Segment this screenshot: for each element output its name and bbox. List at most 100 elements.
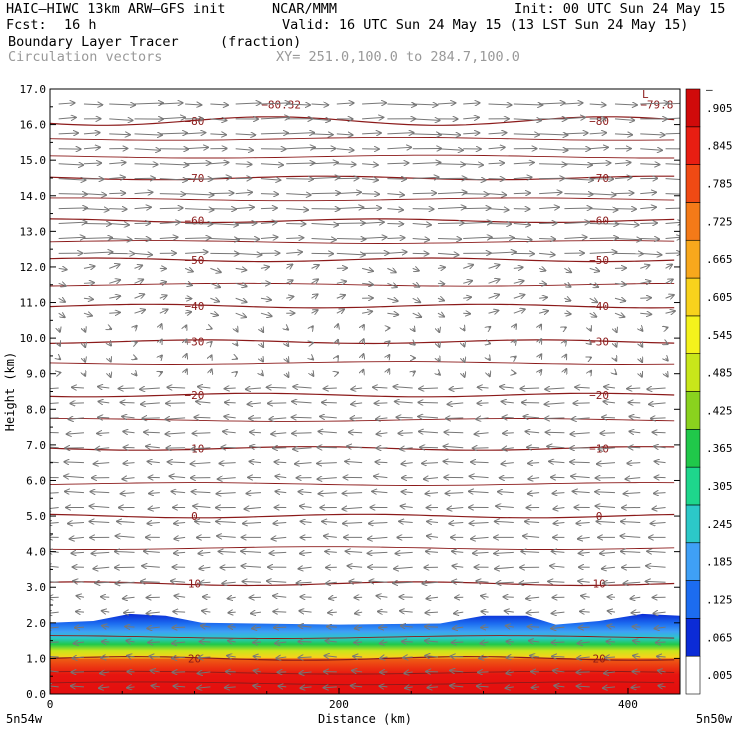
circulation-vector	[250, 446, 262, 447]
circulation-vector	[589, 104, 606, 105]
circulation-vector	[286, 147, 315, 148]
circulation-vector	[539, 238, 555, 239]
circulation-vector	[629, 431, 641, 432]
circulation-vector	[437, 298, 444, 300]
circulation-vector	[350, 418, 363, 419]
circulation-vector	[387, 104, 416, 105]
circulation-vector	[488, 133, 507, 134]
circulation-vector	[300, 552, 312, 553]
colorbar-label: .005	[706, 669, 733, 682]
circulation-vector	[444, 446, 464, 447]
circulation-vector	[666, 343, 668, 344]
valid-time: Valid: 16 UTC Sun 24 May 15 (13 LST Sun …	[282, 17, 689, 33]
y-tick-label: 7.0	[26, 439, 46, 452]
circulation-vector	[471, 462, 489, 463]
circulation-vector	[545, 403, 565, 404]
circulation-vector	[413, 371, 415, 373]
circulation-vector	[602, 417, 616, 418]
circulation-vector	[614, 119, 634, 120]
circulation-vector	[595, 492, 615, 493]
circulation-vector	[658, 671, 666, 672]
circulation-vector	[525, 521, 540, 522]
circulation-vector	[336, 207, 363, 208]
circulation-vector	[97, 433, 110, 434]
circulation-vector	[123, 597, 135, 598]
circulation-vector	[198, 657, 211, 658]
circulation-vector	[273, 596, 287, 597]
circulation-vector	[362, 133, 381, 134]
circulation-vector	[235, 192, 252, 193]
circulation-vector	[387, 147, 411, 148]
circulation-vector	[210, 283, 220, 287]
circulation-vector	[90, 492, 110, 493]
circulation-vector	[369, 522, 388, 523]
circulation-vector	[470, 476, 489, 477]
circulation-vector	[630, 597, 641, 598]
circulation-vector	[73, 581, 85, 582]
colorbar-label: .365	[706, 442, 733, 455]
circulation-vector	[402, 641, 413, 642]
circulation-vector	[481, 627, 489, 628]
temperature-contour	[50, 218, 675, 224]
circulation-vector	[286, 373, 288, 377]
circulation-vector	[260, 222, 277, 223]
circulation-vector	[235, 164, 252, 165]
circulation-vector	[514, 340, 516, 343]
circulation-vector	[160, 340, 162, 344]
circulation-vector	[152, 686, 160, 687]
circulation-vector	[666, 373, 668, 377]
circulation-vector	[564, 117, 585, 118]
contour-label: −80	[185, 115, 205, 128]
colorbar-label: .485	[706, 367, 733, 380]
circulation-vector	[604, 387, 616, 388]
temperature-contour-minor	[50, 681, 675, 686]
circulation-vector	[191, 463, 211, 464]
circulation-vector	[159, 309, 168, 313]
circulation-vector	[481, 596, 489, 597]
circulation-vector	[546, 432, 565, 433]
circulation-vector	[268, 403, 287, 404]
circulation-vector	[249, 461, 262, 462]
circulation-vector	[446, 493, 464, 494]
circulation-vector	[545, 418, 565, 419]
circulation-vector	[235, 149, 253, 150]
circulation-vector	[528, 493, 540, 494]
circulation-vector	[127, 687, 135, 688]
circulation-vector	[83, 238, 112, 239]
circulation-vector	[83, 298, 93, 299]
circulation-vector	[496, 582, 514, 583]
circulation-vector	[646, 566, 666, 567]
circulation-vector	[437, 164, 465, 165]
circulation-vector	[632, 612, 641, 613]
circulation-vector	[174, 552, 186, 553]
colorbar-label: .065	[706, 631, 733, 644]
circulation-vector	[197, 687, 211, 688]
circulation-vector	[665, 265, 672, 269]
circulation-vector	[539, 253, 555, 254]
circulation-vector	[337, 324, 338, 328]
circulation-vector	[253, 642, 261, 643]
circulation-vector	[589, 163, 611, 164]
circulation-vector	[589, 209, 618, 210]
circulation-vector	[665, 178, 680, 181]
forecast-hours: 16 h	[64, 17, 97, 33]
circulation-vector	[412, 162, 441, 163]
circulation-vector	[286, 133, 314, 134]
contour-label: −30	[589, 336, 609, 349]
circulation-vector	[368, 552, 388, 553]
circulation-vector	[286, 343, 288, 346]
circulation-vector	[646, 581, 666, 582]
circulation-vector	[325, 656, 337, 657]
circulation-vector	[488, 163, 505, 164]
circulation-vector	[437, 313, 444, 316]
circulation-vector	[149, 508, 160, 509]
circulation-vector	[548, 581, 565, 582]
circulation-vector	[202, 611, 211, 612]
circulation-vector	[564, 298, 570, 300]
circulation-vector	[625, 478, 641, 479]
circulation-vector	[275, 476, 287, 477]
circulation-vector	[553, 670, 565, 671]
circulation-vector	[547, 446, 565, 447]
circulation-vector	[387, 369, 389, 373]
